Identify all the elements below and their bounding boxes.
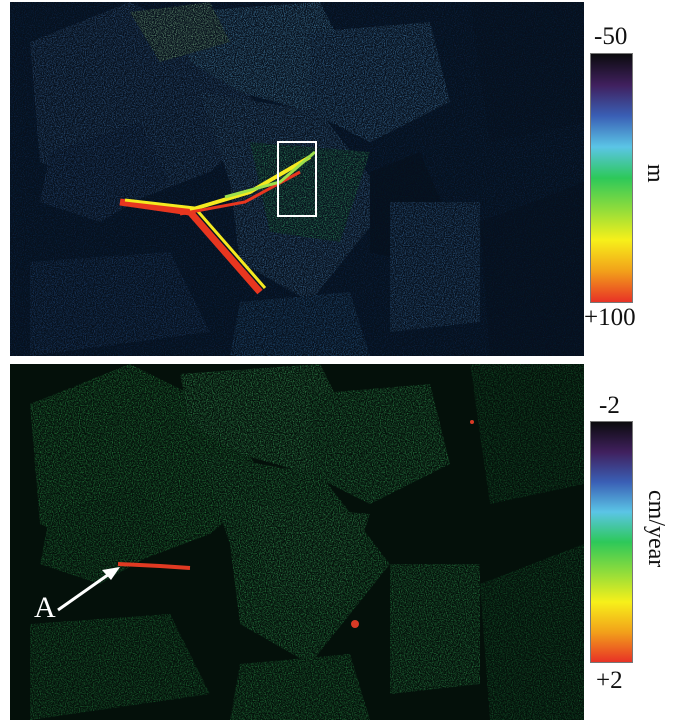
velocity-min-label: -2 [599, 392, 620, 419]
elevation-colorbar [590, 53, 633, 303]
elevation-map [10, 2, 584, 356]
velocity-map-image [10, 364, 584, 720]
highlight-box [277, 141, 317, 217]
elevation-max-label: +100 [584, 304, 636, 331]
annotation-label: A [34, 591, 56, 624]
annotation-arrow [57, 570, 113, 612]
velocity-map [10, 364, 584, 720]
velocity-max-label: +2 [596, 667, 623, 694]
elevation-unit-label: m [642, 164, 668, 183]
velocity-unit-label: cm/year [643, 490, 669, 568]
velocity-colorbar [590, 421, 633, 663]
elevation-min-label: -50 [594, 23, 628, 50]
elevation-map-image [10, 2, 584, 356]
